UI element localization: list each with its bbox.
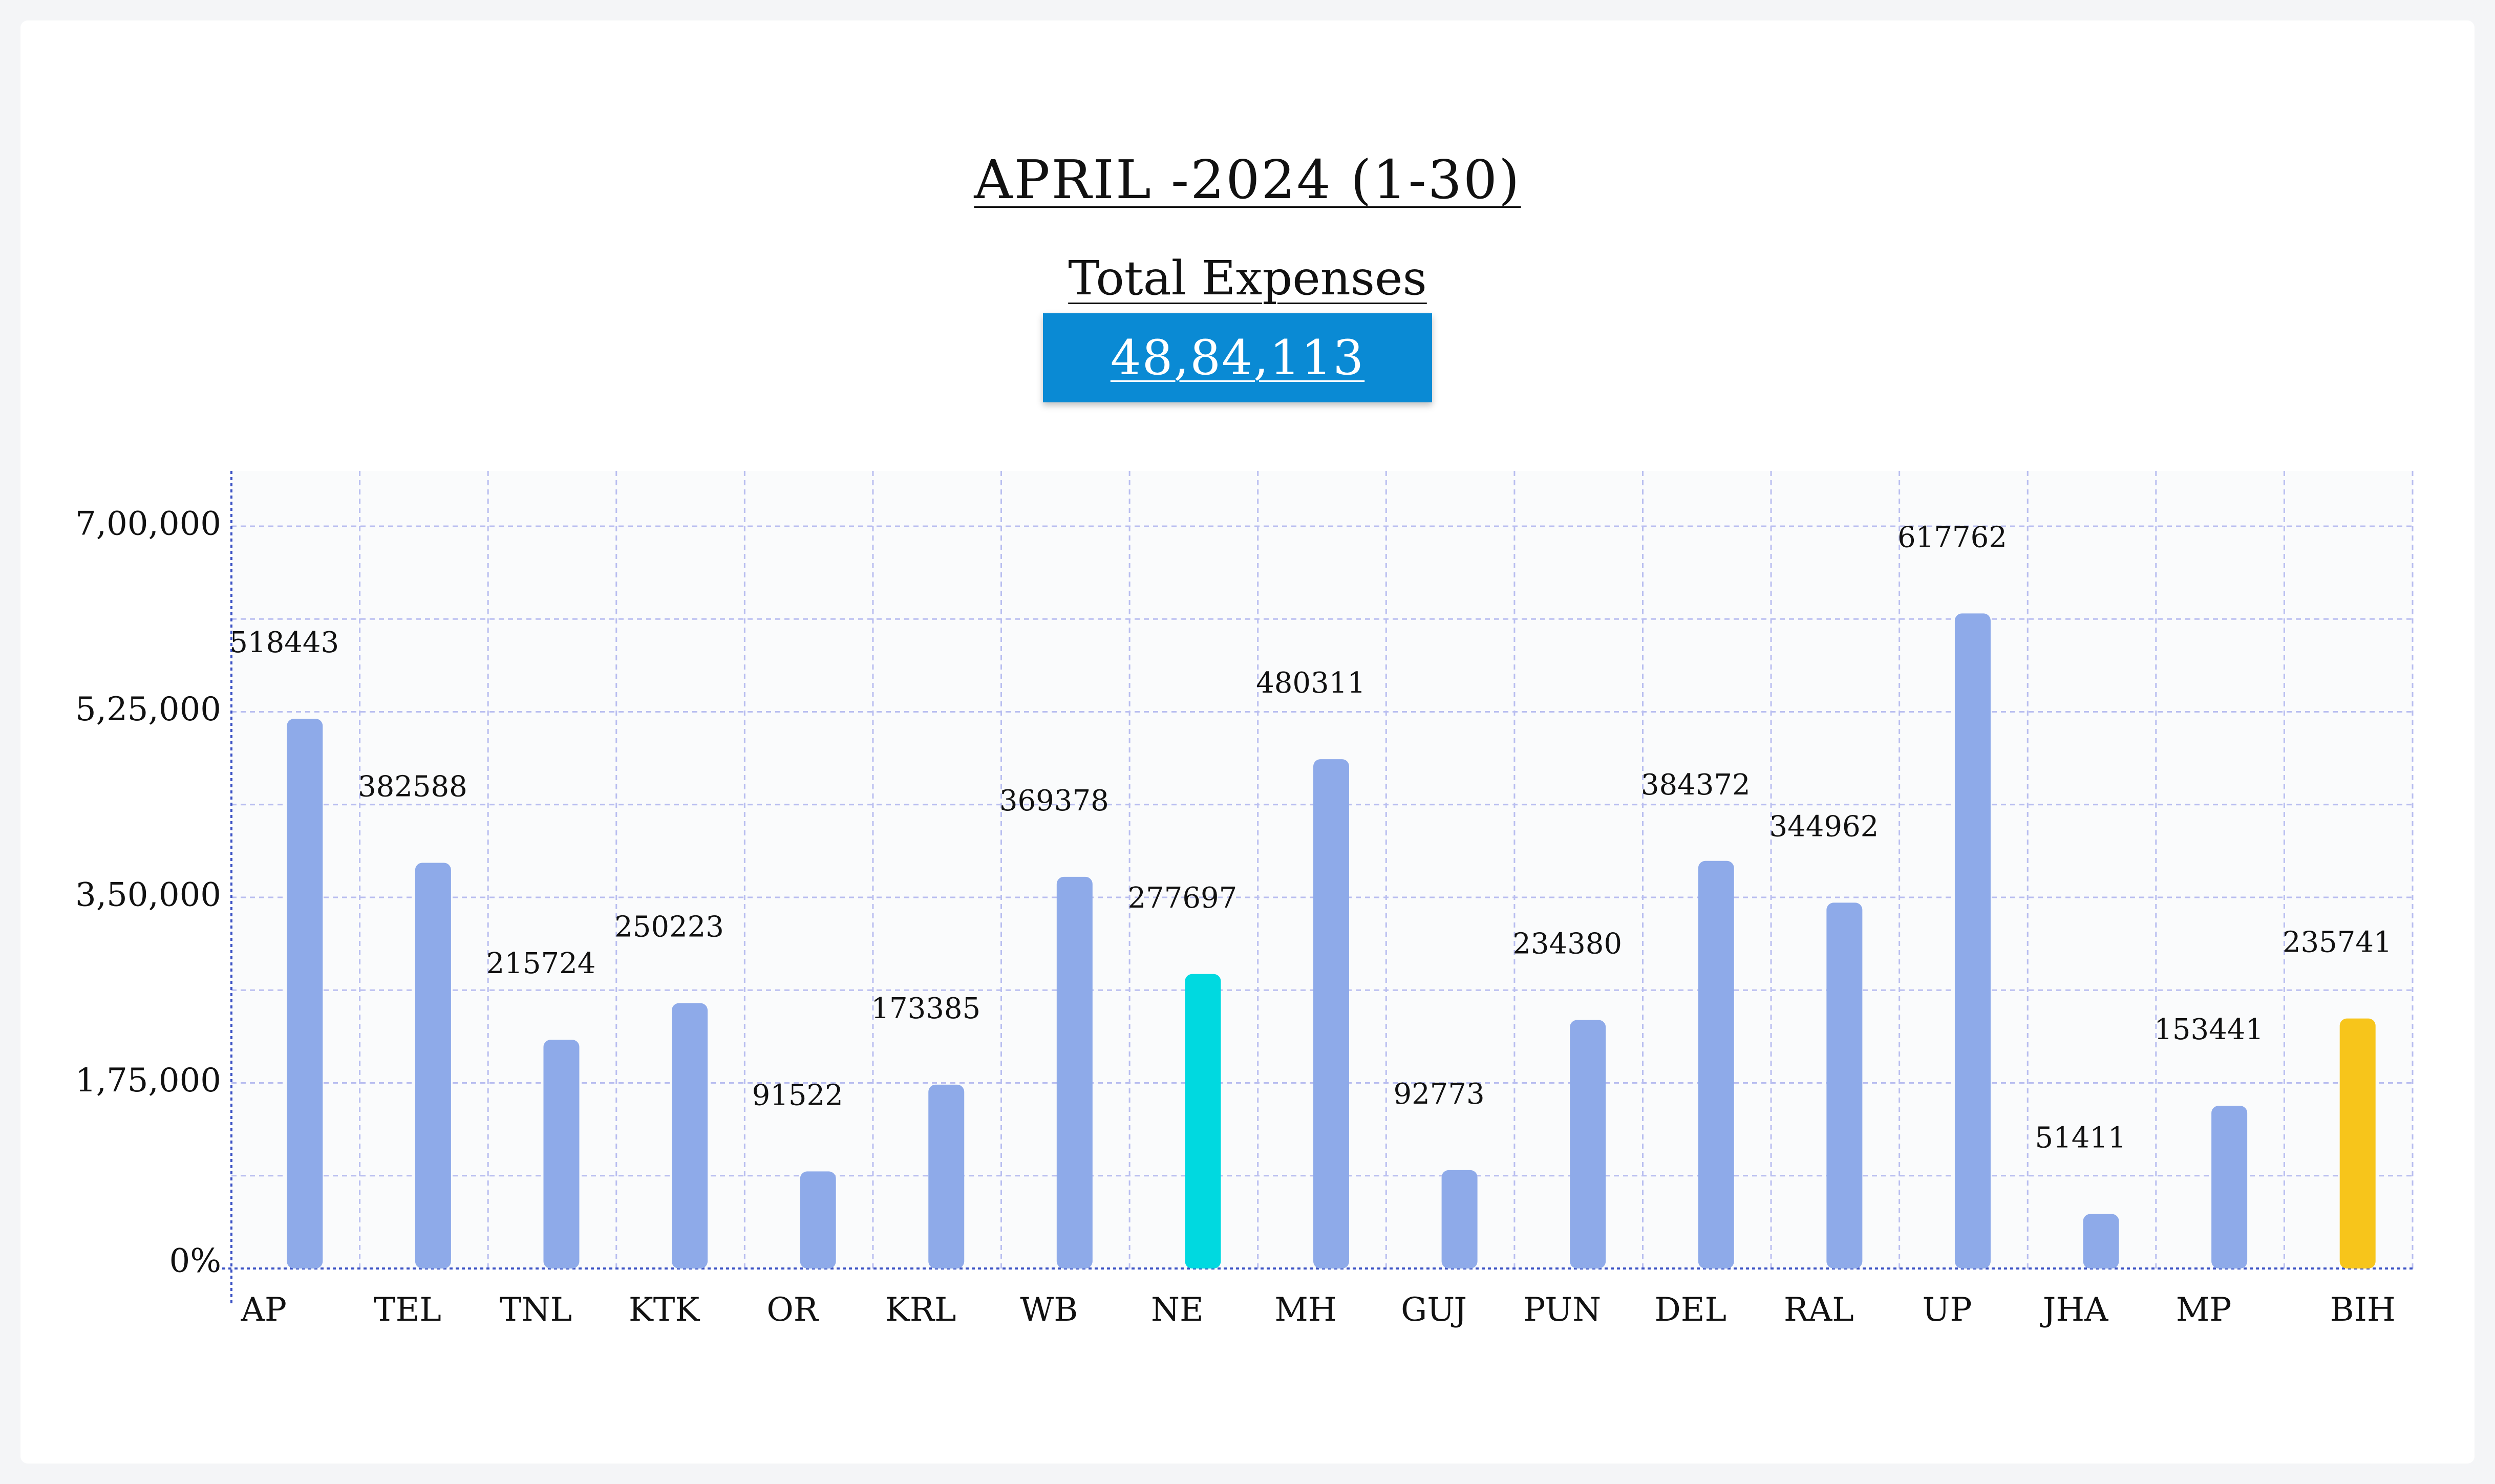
bar-ral — [1826, 902, 1863, 1268]
y-tick-label: 0% — [169, 1242, 221, 1280]
bar-jha — [2083, 1214, 2119, 1268]
x-tick-label-ne: NE — [1151, 1291, 1204, 1329]
value-label-mh: 480311 — [1256, 666, 1366, 700]
chart-title: APRIL -2024 (1-30) — [974, 148, 1521, 211]
value-label-up: 617762 — [1897, 521, 2007, 554]
bar-or — [800, 1171, 836, 1268]
bar-tnl — [543, 1040, 580, 1268]
value-label-wb: 369378 — [999, 784, 1109, 818]
x-tick-label-ap: AP — [241, 1291, 287, 1329]
total-expenses-value: 48,84,113 — [1110, 330, 1365, 386]
x-tick-label-jha: JHA — [2040, 1291, 2108, 1329]
bar-up — [1954, 613, 1991, 1268]
value-label-guj: 92773 — [1394, 1078, 1485, 1111]
bar-bih — [2339, 1018, 2376, 1268]
bar-ktk — [672, 1003, 708, 1268]
value-label-ne: 277697 — [1128, 881, 1238, 915]
axes — [216, 471, 2413, 1304]
x-tick-label-guj: GUJ — [1401, 1291, 1467, 1329]
x-tick-label-tel: TEL — [374, 1291, 441, 1329]
x-tick-label-mp: MP — [2176, 1291, 2232, 1329]
x-tick-label-or: OR — [766, 1291, 819, 1329]
value-label-krl: 173385 — [871, 992, 980, 1025]
x-tick-label-del: DEL — [1654, 1291, 1726, 1329]
x-tick-label-bih: BIH — [2330, 1291, 2396, 1329]
y-tick-label: 5,25,000 — [75, 691, 221, 728]
value-label-ap: 518443 — [229, 626, 339, 659]
value-label-tel: 382588 — [358, 770, 467, 803]
x-tick-label-krl: KRL — [885, 1291, 956, 1329]
bar-del — [1698, 861, 1734, 1268]
value-label-jha: 51411 — [2035, 1122, 2126, 1155]
y-tick-label: 3,50,000 — [75, 876, 221, 914]
x-tick-label-ral: RAL — [1784, 1291, 1854, 1329]
bar-wb — [1056, 876, 1093, 1268]
value-label-del: 384372 — [1641, 768, 1751, 802]
x-tick-label-ktk: KTK — [629, 1291, 700, 1329]
x-tick-label-pun: PUN — [1523, 1291, 1601, 1329]
value-label-or: 91522 — [752, 1079, 843, 1112]
bar-guj — [1441, 1170, 1478, 1268]
value-label-tnl: 215724 — [486, 947, 596, 980]
y-tick-label: 1,75,000 — [75, 1062, 221, 1100]
value-label-ktk: 250223 — [614, 911, 724, 944]
bar-mp — [2211, 1106, 2248, 1268]
bar-ap — [287, 719, 323, 1268]
value-label-ral: 344962 — [1769, 810, 1879, 843]
grid-lines — [231, 471, 2414, 1268]
bar-krl — [928, 1084, 965, 1268]
bars — [287, 613, 2376, 1268]
value-label-bih: 235741 — [2283, 926, 2392, 959]
x-tick-label-up: UP — [1922, 1291, 1972, 1329]
bar-pun — [1570, 1020, 1606, 1268]
labels: 0% 1,75,000 3,50,000 5,25,000 7,00,000 518443… — [75, 505, 2396, 1329]
bar-tel — [415, 863, 451, 1268]
value-label-pun: 234380 — [1512, 927, 1622, 960]
bar-mh — [1313, 759, 1349, 1268]
bar-ne — [1185, 974, 1221, 1268]
x-tick-label-mh: MH — [1274, 1291, 1336, 1329]
x-tick-label-tnl: TNL — [500, 1291, 572, 1329]
value-label-mp: 153441 — [2154, 1013, 2264, 1046]
chart-subtitle: Total Expenses — [1068, 251, 1427, 306]
y-tick-label: 7,00,000 — [75, 505, 221, 543]
x-tick-label-wb: WB — [1020, 1291, 1078, 1329]
total-expenses-badge: 48,84,113 — [1043, 313, 1432, 402]
